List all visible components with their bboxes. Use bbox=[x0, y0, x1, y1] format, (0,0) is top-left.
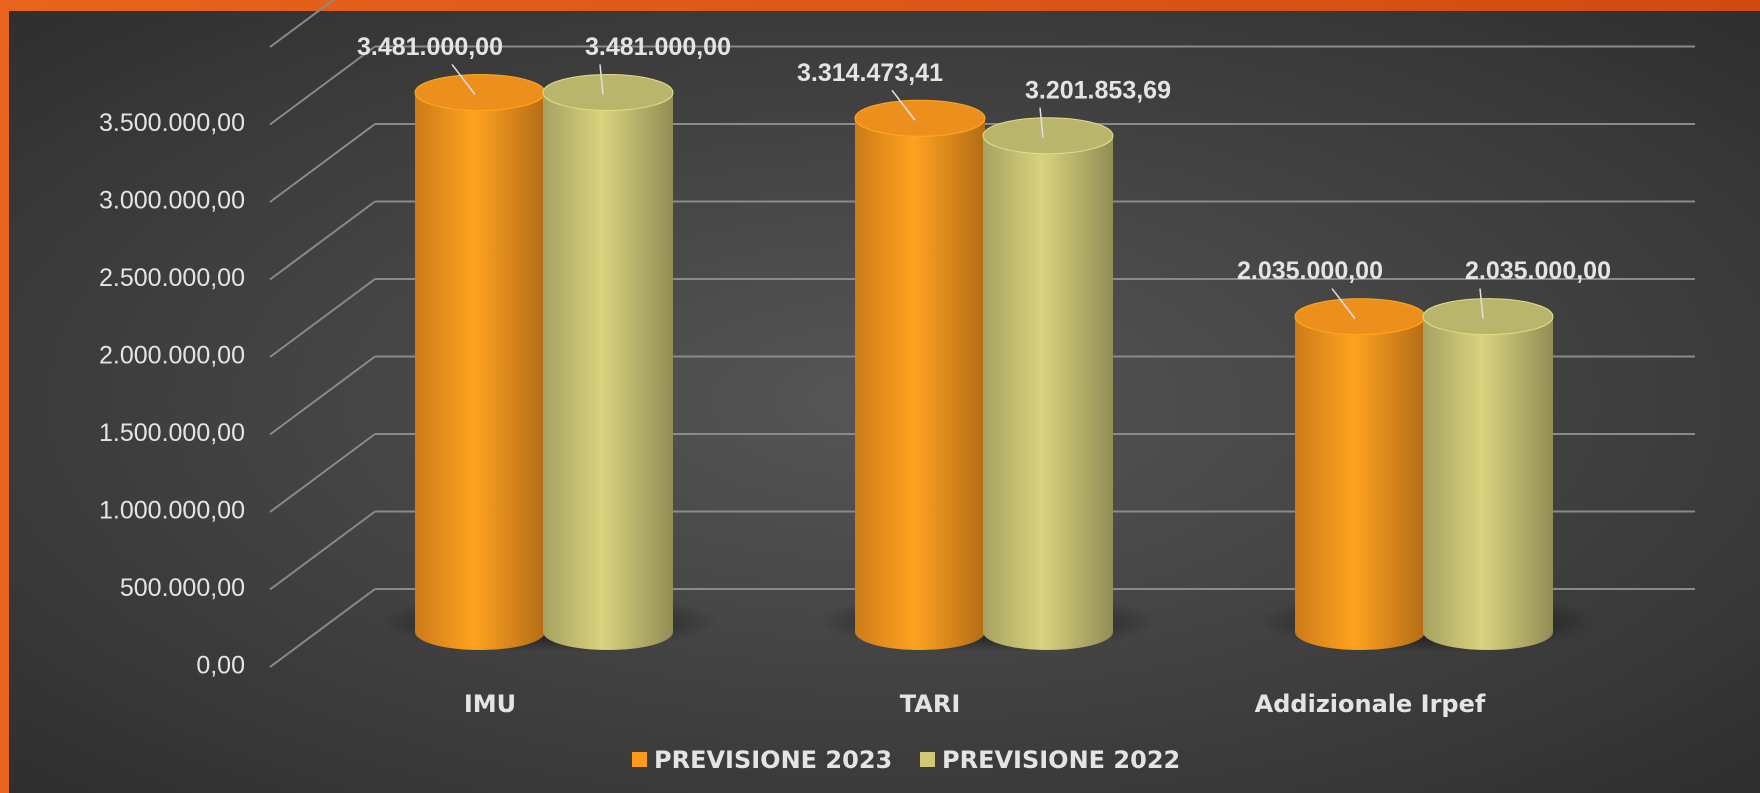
bar-top bbox=[542, 73, 674, 111]
y-tick-label: 0,00 bbox=[196, 652, 245, 680]
grid-depth bbox=[269, 588, 376, 668]
grid-depth bbox=[269, 200, 376, 281]
y-tick-label: 1.500.000,00 bbox=[99, 419, 245, 447]
bar bbox=[1423, 316, 1553, 650]
label-leader bbox=[1479, 288, 1484, 319]
grid-depth bbox=[269, 45, 376, 126]
x-tick-label: IMU bbox=[464, 690, 516, 718]
y-tick-label: 3.000.000,00 bbox=[99, 187, 245, 215]
value-label: 2.035.000,00 bbox=[1237, 257, 1383, 285]
grid-depth bbox=[269, 123, 376, 203]
x-tick-label: TARI bbox=[900, 690, 961, 718]
label-leader bbox=[1039, 107, 1044, 138]
bar-top bbox=[854, 99, 986, 137]
bar-top bbox=[1294, 298, 1426, 336]
x-tick-label: Addizionale Irpef bbox=[1255, 690, 1486, 718]
grid-depth bbox=[269, 433, 376, 513]
bar-top bbox=[414, 73, 546, 111]
legend-swatch bbox=[920, 752, 935, 767]
y-tick-label: 1.000.000,00 bbox=[99, 497, 245, 525]
bar-top bbox=[1422, 298, 1554, 336]
bar-top bbox=[982, 117, 1114, 155]
y-tick-label: 500.000,00 bbox=[120, 574, 245, 602]
grid-depth bbox=[269, 510, 376, 591]
bar bbox=[1295, 316, 1425, 650]
grid-depth bbox=[269, 0, 335, 48]
legend-label: PREVISIONE 2023 bbox=[654, 746, 892, 774]
label-leader bbox=[599, 64, 604, 95]
y-tick-label: 2.000.000,00 bbox=[99, 342, 245, 370]
bar bbox=[855, 118, 985, 651]
value-label: 2.035.000,00 bbox=[1465, 257, 1611, 285]
value-label: 3.481.000,00 bbox=[357, 33, 503, 61]
y-tick-label: 2.500.000,00 bbox=[99, 264, 245, 292]
value-label: 3.201.853,69 bbox=[1025, 76, 1171, 104]
bar bbox=[415, 92, 545, 650]
grid-depth bbox=[269, 355, 376, 436]
value-label: 3.481.000,00 bbox=[585, 33, 731, 61]
bar bbox=[543, 92, 673, 650]
label-leader bbox=[1331, 288, 1356, 320]
grid-depth bbox=[269, 278, 376, 358]
legend-swatch bbox=[632, 752, 647, 767]
label-leader bbox=[451, 63, 476, 95]
bar bbox=[983, 135, 1113, 651]
y-tick-label: 3.500.000,00 bbox=[99, 109, 245, 137]
legend-label: PREVISIONE 2022 bbox=[942, 746, 1180, 774]
value-label: 3.314.473,41 bbox=[797, 59, 943, 87]
label-leader bbox=[891, 89, 916, 121]
